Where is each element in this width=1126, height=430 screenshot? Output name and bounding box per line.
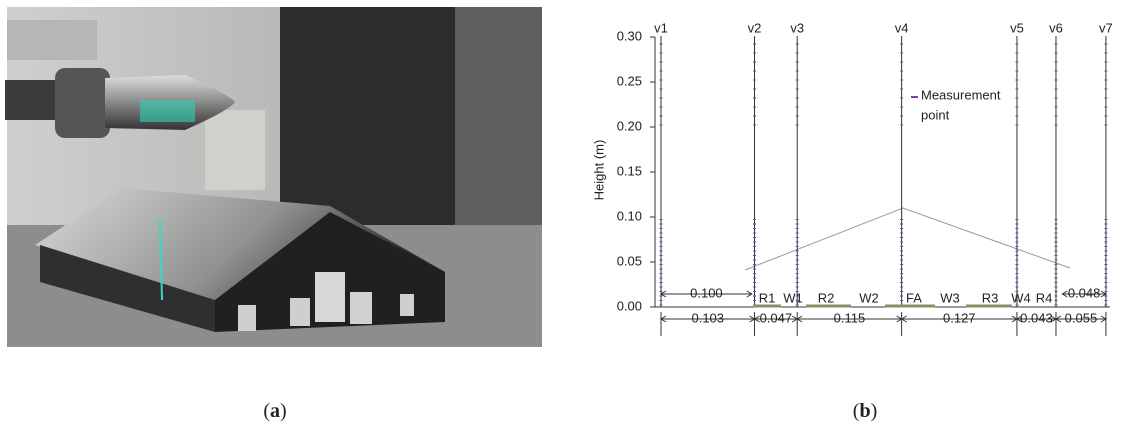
- arrow: [1061, 290, 1107, 298]
- spacing-dim-label: 0.047: [760, 310, 793, 325]
- segment-label: R1: [759, 290, 776, 305]
- segment-label: W1: [783, 290, 803, 305]
- y-tick-label: 0.30: [617, 28, 642, 43]
- profile-label: v4: [895, 20, 909, 35]
- caption-letter: a: [270, 400, 280, 422]
- spacing-dim-label: 0.103: [691, 310, 724, 325]
- caption-a: (a): [263, 400, 286, 422]
- photo: [5, 7, 542, 347]
- profile-label: v3: [790, 20, 804, 35]
- spacing-dim-label: 0.127: [943, 310, 976, 325]
- spacing-dim-label: 0.055: [1065, 310, 1098, 325]
- caption-close: ): [871, 400, 878, 422]
- segment-label: W4: [1011, 290, 1031, 305]
- spacing-dim-label: 0.115: [834, 310, 866, 325]
- y-tick-label: 0.20: [617, 118, 642, 133]
- spacing-dim-label: 0.043: [1020, 310, 1053, 325]
- legend-text: point: [921, 107, 950, 122]
- y-axis-title: Height (m): [591, 140, 606, 201]
- arrow: [1055, 315, 1107, 323]
- segment-label: R2: [818, 290, 835, 305]
- segment-label: W3: [940, 290, 960, 305]
- legend: Measurement point: [911, 87, 1001, 122]
- segment-label: FA: [906, 290, 922, 305]
- y-tick-label: 0.15: [617, 163, 642, 178]
- segment-label: R3: [982, 290, 999, 305]
- caption-close: ): [280, 400, 287, 422]
- y-tick-label: 0.25: [617, 73, 642, 88]
- y-tick-label: 0.10: [617, 208, 642, 223]
- segment-label: R4: [1036, 290, 1053, 305]
- caption-b: (b): [853, 400, 877, 422]
- arrow: [660, 290, 753, 298]
- legend-text: Measurement: [921, 87, 1001, 102]
- caption-open: (: [263, 400, 270, 422]
- segment-label: W2: [859, 290, 879, 305]
- roof-outline: [744, 207, 1071, 271]
- y-tick-label: 0.05: [617, 253, 642, 268]
- profile-label: v5: [1010, 20, 1024, 35]
- upper-dim-label: 0.100: [690, 285, 723, 300]
- profile-label: v6: [1049, 20, 1063, 35]
- upper-dim-label: 0.048: [1068, 285, 1101, 300]
- caption-letter: b: [859, 400, 870, 422]
- caption-open: (: [853, 400, 860, 422]
- y-tick-label: 0.00: [617, 298, 642, 313]
- profile-label: v7: [1099, 20, 1113, 35]
- profile-label: v1: [654, 20, 668, 35]
- profile-label: v2: [748, 20, 762, 35]
